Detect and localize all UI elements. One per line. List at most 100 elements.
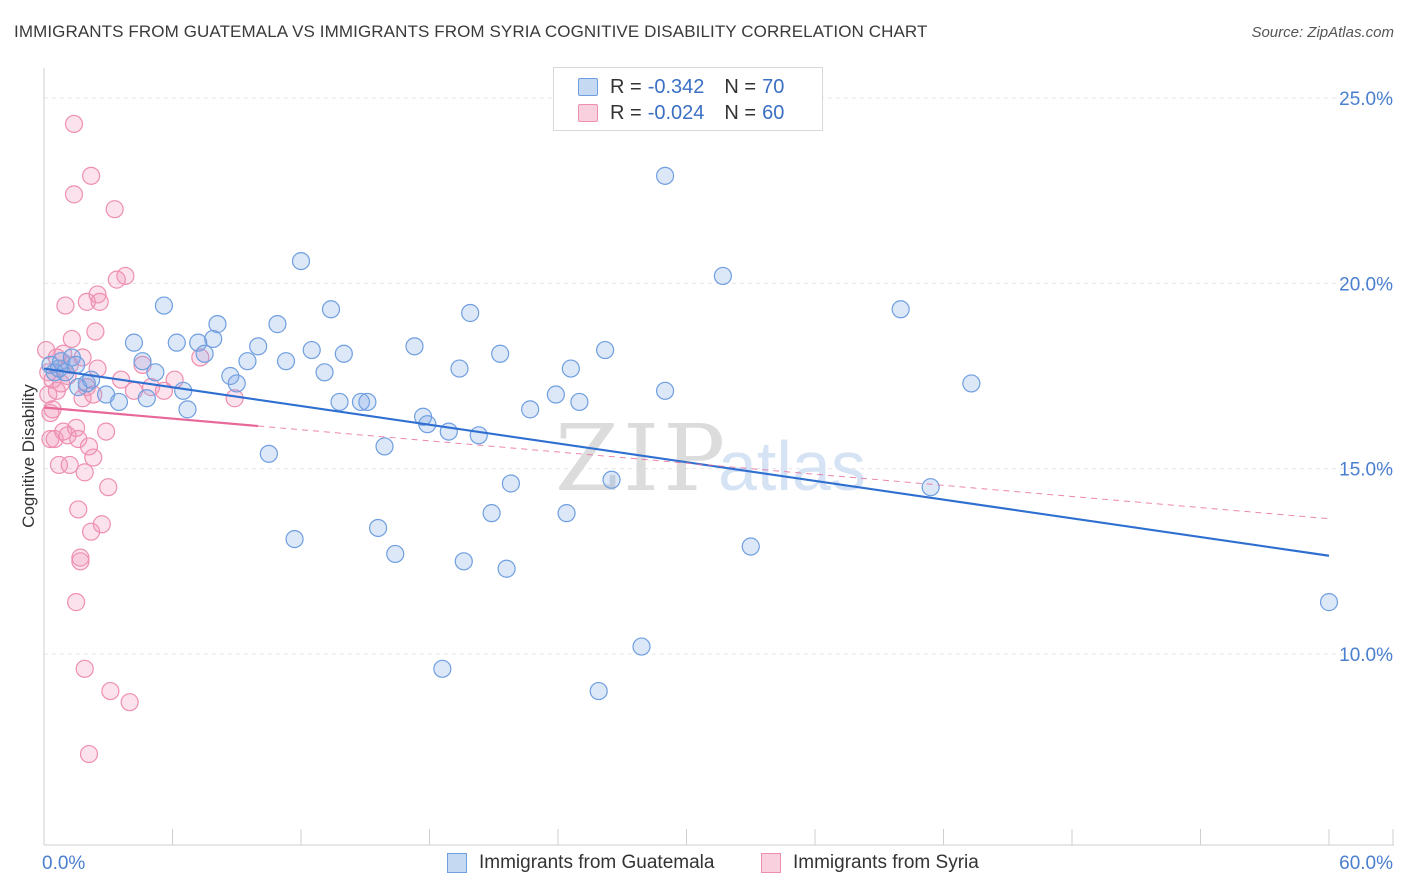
point-syria	[49, 455, 69, 475]
point-guatemala	[146, 363, 165, 382]
point-syria	[69, 429, 88, 449]
point-guatemala	[405, 337, 424, 356]
x-tick-label: 0.0%	[42, 853, 85, 874]
source-label: Source: ZipAtlas.com	[1251, 24, 1394, 41]
watermark-zip: ZIP	[555, 405, 729, 512]
point-guatemala	[655, 166, 675, 185]
point-guatemala	[259, 444, 278, 463]
point-guatemala	[561, 359, 580, 378]
point-guatemala	[602, 470, 621, 489]
axes-layer	[43, 68, 1394, 846]
trend-layer	[43, 367, 1330, 557]
legend-swatch-guatemala	[578, 78, 598, 96]
point-guatemala	[461, 303, 480, 323]
chart-title: IMMIGRANTS FROM GUATEMALA VS IMMIGRANTS …	[14, 22, 928, 41]
trend-line-guatemala	[43, 367, 1330, 557]
legend-item-syria: Immigrants from Syria	[761, 852, 979, 874]
legend-r-value: -0.342	[647, 75, 705, 98]
point-guatemala	[330, 392, 349, 412]
point-syria	[90, 292, 109, 311]
point-guatemala	[713, 266, 733, 286]
point-syria	[64, 114, 84, 134]
legend-r-value: -0.024	[647, 101, 705, 124]
legend-n-label: N =	[724, 75, 757, 98]
legend-r-label: R =	[610, 75, 642, 98]
legend-swatch-syria	[761, 853, 781, 873]
point-syria	[67, 418, 86, 437]
series-legend: Immigrants from Guatemala Immigrants fro…	[0, 852, 1406, 878]
point-syria	[97, 422, 116, 441]
point-guatemala	[962, 374, 981, 393]
point-guatemala	[589, 681, 608, 701]
point-guatemala	[285, 529, 304, 549]
point-guatemala	[302, 340, 321, 360]
point-syria	[86, 322, 105, 341]
legend-row-guatemala: R = -0.342 N = 70	[578, 74, 784, 100]
legend-label-syria: Immigrants from Syria	[793, 852, 979, 873]
x-tick-label: 60.0%	[1339, 853, 1393, 874]
point-guatemala	[450, 359, 469, 378]
point-guatemala	[433, 659, 452, 678]
point-guatemala	[501, 474, 520, 493]
point-guatemala	[1319, 593, 1339, 612]
point-syria	[84, 385, 103, 404]
legend-n-label: N =	[724, 101, 757, 124]
legend-n-value: 60	[762, 101, 785, 124]
point-guatemala	[454, 552, 473, 571]
point-syria	[75, 463, 94, 482]
point-guatemala	[375, 437, 394, 456]
point-syria	[75, 659, 94, 678]
point-guatemala	[154, 296, 174, 315]
point-guatemala	[227, 374, 246, 393]
legend-n-value: 70	[762, 75, 785, 98]
point-syria	[73, 389, 92, 408]
point-syria	[73, 348, 92, 367]
point-guatemala	[208, 315, 227, 334]
point-guatemala	[358, 392, 377, 412]
point-syria	[82, 166, 101, 185]
point-syria	[92, 515, 111, 534]
point-guatemala	[369, 518, 388, 538]
point-syria	[84, 448, 103, 467]
point-guatemala	[221, 366, 240, 386]
watermark-atlas: atlas	[718, 427, 866, 505]
point-guatemala	[482, 504, 501, 523]
points-layer	[37, 114, 1339, 764]
point-guatemala	[334, 344, 353, 363]
point-syria	[69, 500, 88, 519]
point-syria	[82, 522, 101, 541]
y-tick-label: 15.0%	[1339, 460, 1393, 481]
point-guatemala	[133, 352, 152, 371]
legend-swatch-guatemala	[447, 853, 467, 873]
point-guatemala	[351, 392, 371, 412]
point-syria	[79, 744, 99, 764]
point-guatemala	[570, 392, 589, 412]
legend-row-syria: R = -0.024 N = 60	[578, 100, 784, 126]
point-guatemala	[321, 300, 341, 319]
point-guatemala	[546, 385, 565, 404]
point-syria	[62, 329, 81, 349]
point-guatemala	[167, 333, 186, 352]
legend-r-label: R =	[610, 101, 642, 124]
point-syria	[116, 266, 135, 286]
point-syria	[101, 681, 120, 701]
point-syria	[67, 593, 86, 612]
point-syria	[105, 200, 124, 219]
point-syria	[52, 374, 71, 393]
y-tick-label: 25.0%	[1339, 89, 1393, 110]
point-guatemala	[204, 329, 223, 349]
point-syria	[64, 185, 84, 204]
point-guatemala	[497, 559, 516, 578]
y-tick-label: 20.0%	[1339, 274, 1393, 295]
point-guatemala	[124, 333, 144, 352]
point-guatemala	[891, 300, 910, 319]
legend-swatch-syria	[578, 104, 598, 122]
point-guatemala	[921, 478, 940, 497]
point-guatemala	[632, 637, 651, 656]
point-guatemala	[109, 392, 129, 412]
point-syria	[60, 455, 79, 475]
point-syria	[120, 693, 139, 712]
point-guatemala	[67, 355, 86, 374]
point-guatemala	[276, 352, 296, 371]
point-guatemala	[268, 315, 287, 334]
